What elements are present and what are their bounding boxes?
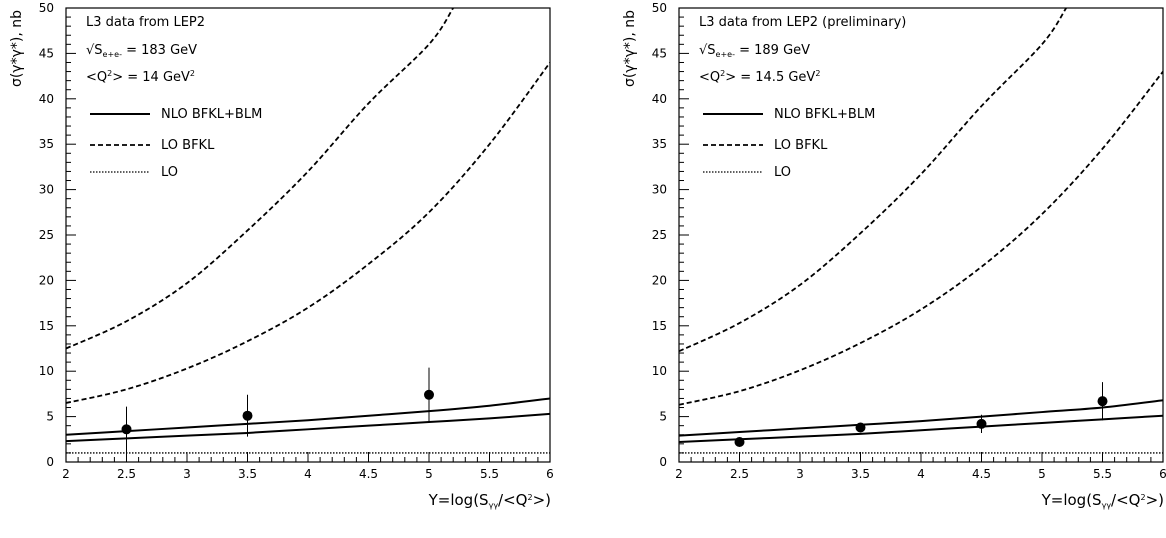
data-point (734, 437, 745, 448)
x-tick-label: 4 (304, 467, 312, 481)
legend-label: LO BFKL (161, 138, 215, 153)
x-tick-label: 3 (796, 467, 804, 481)
y-tick-label: 15 (39, 319, 54, 333)
data-point (121, 424, 132, 435)
y-tick-label: 45 (39, 46, 54, 60)
annotation-q2: <Q2> = 14.5 GeV2 (699, 69, 820, 85)
x-axis-label: Y=log(Sγγ/<Q2>) (1041, 491, 1164, 510)
legend-label: LO (161, 165, 178, 180)
y-tick-label: 45 (652, 46, 667, 60)
x-tick-label: 4.5 (359, 467, 378, 481)
legend-label: LO BFKL (774, 138, 828, 153)
chart-left: 0 5 10 15 20 25 30 35 40 45 50 2 2.5 3 3.5 4 4.5 5 5.5 6 Y=l… (9, 1, 554, 510)
legend-label: NLO BFKL+BLM (161, 107, 262, 122)
series-solid-1 (679, 414, 1163, 444)
series-solid-0 (66, 397, 550, 436)
annotation-title: L3 data from LEP2 (86, 15, 205, 30)
y-tick-label: 10 (39, 364, 54, 378)
data-point (855, 422, 866, 433)
y-tick-label: 40 (39, 92, 54, 106)
x-tick-label: 2 (675, 467, 683, 481)
y-tick-label: 25 (39, 228, 54, 242)
series-dashed-2 (66, 8, 454, 350)
y-tick-label: 40 (652, 92, 667, 106)
x-tick-label: 4 (917, 467, 925, 481)
x-tick-label: 3.5 (238, 467, 257, 481)
y-tick-label: 25 (652, 228, 667, 242)
y-axis-label: σ(γ*γ*), nb (622, 10, 638, 87)
annotation-sqrt-s: √Se+e- = 183 GeV (86, 43, 197, 59)
annotation-sqrt-s: √Se+e- = 189 GeV (699, 43, 810, 59)
data-point (1097, 396, 1108, 407)
y-tick-label: 30 (652, 183, 667, 197)
y-tick-label: 30 (39, 183, 54, 197)
series-solid-1 (66, 412, 550, 443)
annotation-q2: <Q2> = 14 GeV2 (86, 69, 195, 85)
x-tick-label: 6 (1159, 467, 1166, 481)
legend-label: NLO BFKL+BLM (774, 107, 875, 122)
chart-right: 0 5 10 15 20 25 30 35 40 45 50 2 2.5 3 3.5 4 4.5 5 5.5 6 Y=l… (622, 1, 1166, 510)
x-tick-label: 6 (546, 467, 554, 481)
y-tick-label: 35 (39, 137, 54, 151)
y-tick-label: 20 (39, 273, 54, 287)
x-tick-label: 2 (62, 467, 70, 481)
series-dashed-3 (679, 71, 1163, 406)
y-axis-label: σ(γ*γ*), nb (9, 10, 25, 87)
x-tick-label: 2.5 (730, 467, 749, 481)
y-tick-label: 50 (39, 1, 54, 15)
x-tick-label: 4.5 (972, 467, 991, 481)
y-tick-label: 35 (652, 137, 667, 151)
y-tick-label: 5 (46, 410, 54, 424)
series-dashed-3 (66, 61, 550, 404)
x-tick-label: 5 (425, 467, 433, 481)
data-point (242, 410, 253, 421)
annotation-title: L3 data from LEP2 (preliminary) (699, 15, 906, 30)
y-tick-label: 20 (652, 273, 667, 287)
x-tick-label: 5.5 (480, 467, 499, 481)
y-tick-label: 0 (46, 455, 54, 469)
x-tick-label: 3.5 (851, 467, 870, 481)
data-point (424, 389, 434, 400)
x-tick-label: 2.5 (117, 467, 136, 481)
x-tick-label: 5.5 (1093, 467, 1112, 481)
y-tick-label: 50 (652, 1, 667, 15)
y-tick-label: 10 (652, 364, 667, 378)
x-axis-label: Y=log(Sγγ/<Q2>) (428, 491, 551, 510)
y-tick-label: 5 (659, 410, 667, 424)
x-tick-label: 3 (183, 467, 191, 481)
x-tick-label: 5 (1038, 467, 1046, 481)
legend-label: LO (774, 165, 791, 180)
y-tick-label: 0 (659, 455, 667, 469)
data-point (976, 418, 987, 429)
series-dashed-2 (679, 8, 1067, 353)
series-solid-0 (679, 399, 1163, 437)
y-tick-label: 15 (652, 319, 667, 333)
